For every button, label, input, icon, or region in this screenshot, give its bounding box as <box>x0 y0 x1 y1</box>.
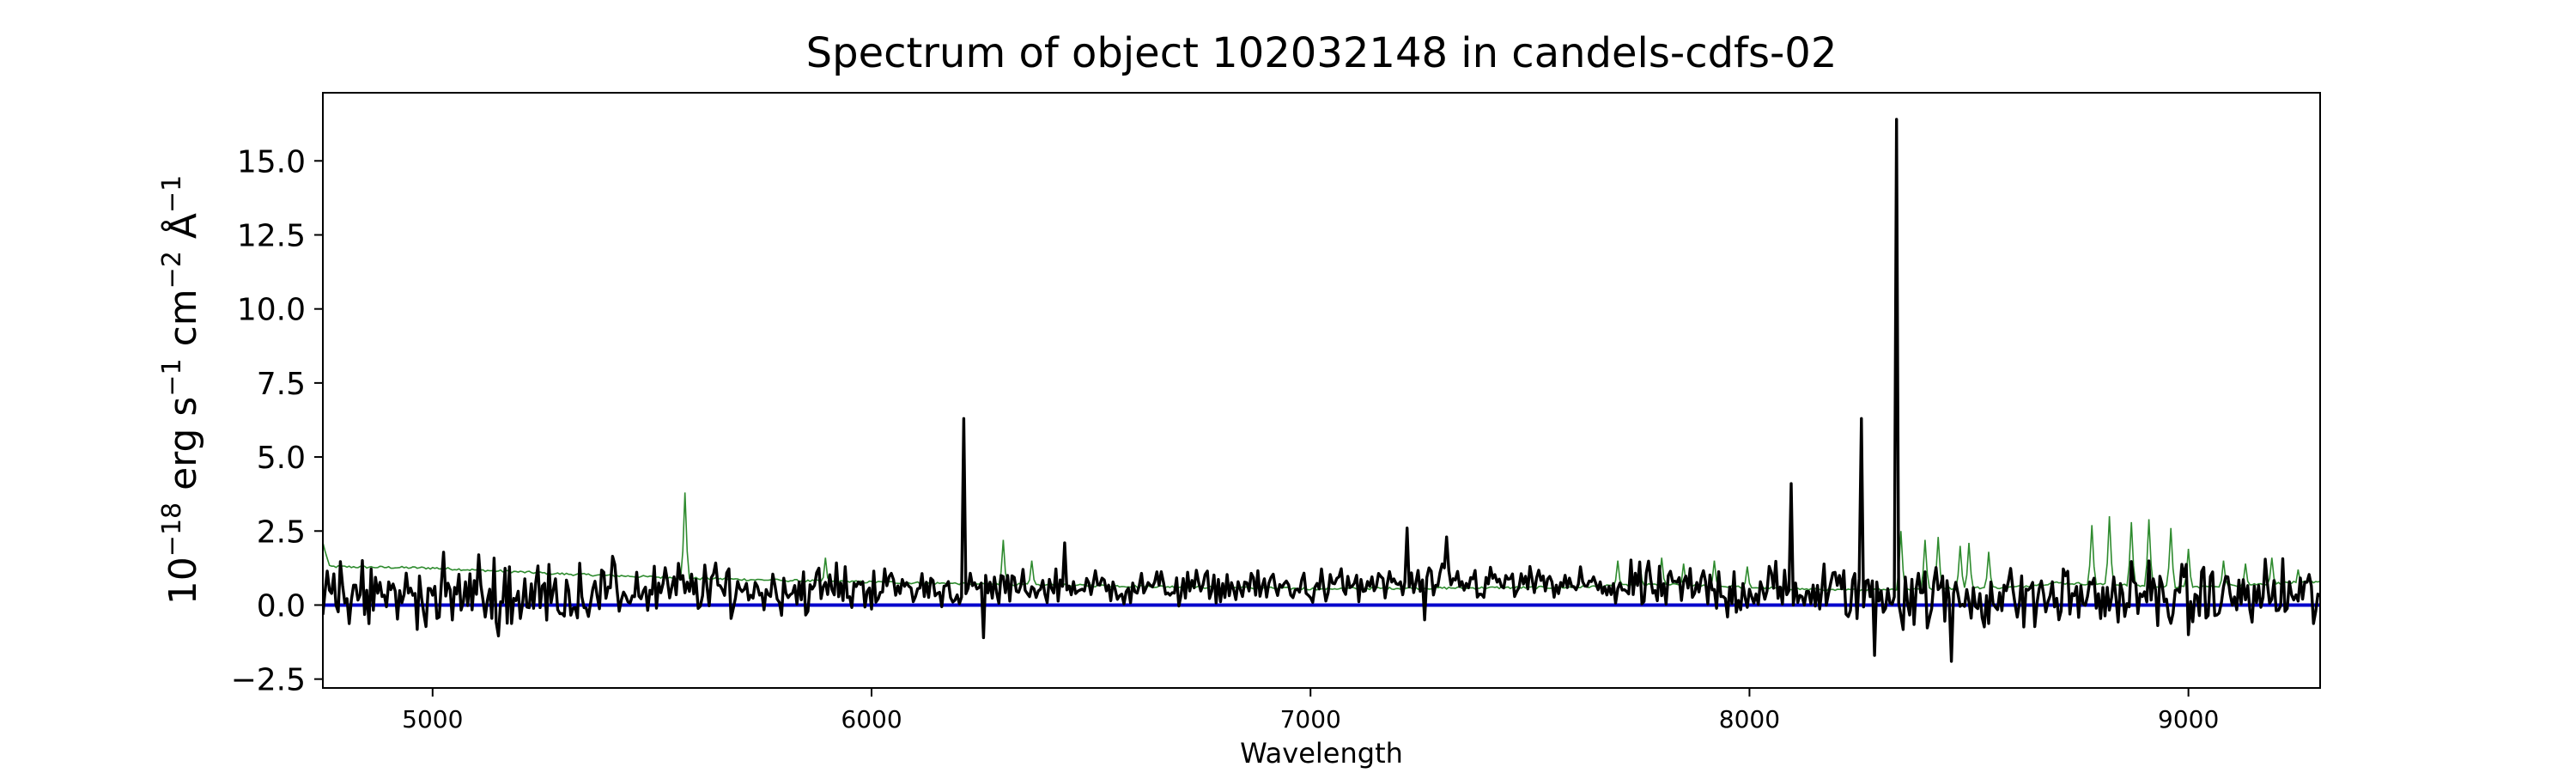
y-tick-label: 15.0 <box>237 144 306 180</box>
y-axis-label-exp3: −2 <box>157 251 187 289</box>
y-axis: −2.5 0.0 2.5 5.0 7.5 10.0 12.5 15.0 <box>231 144 323 698</box>
x-tick-label: 7000 <box>1280 705 1341 733</box>
y-axis-label-exp2: −1 <box>157 358 187 396</box>
chart-title: Spectrum of object 102032148 in candels-… <box>806 29 1838 77</box>
y-tick-label: 10.0 <box>237 293 306 328</box>
y-axis-label-cm: cm <box>161 289 205 358</box>
plot-frame <box>322 92 2321 689</box>
x-tick-label: 5000 <box>402 705 463 733</box>
y-axis-label-exp4: −1 <box>157 175 187 213</box>
y-tick-label: 0.0 <box>257 588 306 624</box>
y-axis-label-ang: Å <box>160 213 205 251</box>
y-axis-label: 10−18 erg s−1 cm−2 Å−1 <box>157 175 205 605</box>
y-axis-label-base: 10 <box>161 557 205 605</box>
y-axis-label-erg: erg s <box>161 397 205 502</box>
plot-area <box>323 118 2320 663</box>
x-tick-label: 8000 <box>1719 705 1780 733</box>
y-tick-label: 12.5 <box>237 218 306 253</box>
x-tick-label: 9000 <box>2158 705 2219 733</box>
y-tick-label: −2.5 <box>231 663 306 698</box>
x-axis-label: Wavelength <box>1240 737 1403 770</box>
y-tick-label: 2.5 <box>257 514 306 550</box>
x-tick-label: 6000 <box>841 705 902 733</box>
y-tick-label: 5.0 <box>257 441 306 476</box>
x-axis: 5000 6000 7000 8000 9000 <box>402 688 2219 733</box>
y-tick-label: 7.5 <box>257 367 306 402</box>
y-axis-label-exp1: −18 <box>157 502 187 557</box>
flux-spectrum-line <box>323 118 2320 663</box>
